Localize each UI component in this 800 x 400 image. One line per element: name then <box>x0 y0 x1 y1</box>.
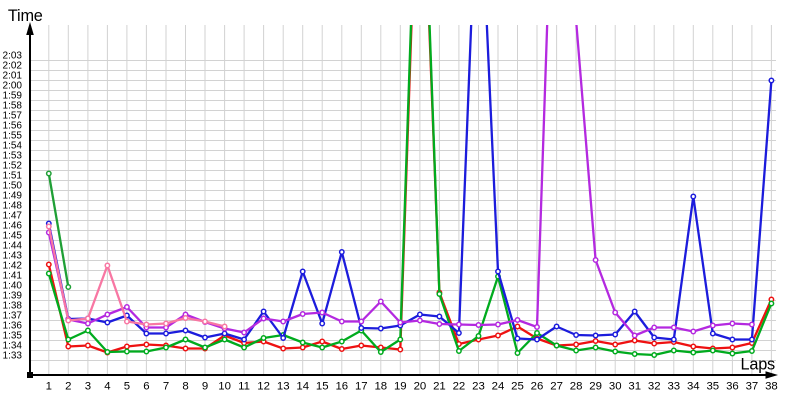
svg-text:7: 7 <box>163 381 169 393</box>
svg-text:5: 5 <box>124 381 130 393</box>
svg-text:11: 11 <box>238 381 250 393</box>
svg-text:Time: Time <box>8 7 43 25</box>
svg-text:13: 13 <box>277 381 290 393</box>
svg-text:6: 6 <box>143 381 149 393</box>
svg-text:24: 24 <box>492 381 505 393</box>
svg-text:20: 20 <box>414 381 427 393</box>
svg-text:8: 8 <box>182 381 188 393</box>
svg-text:1:58: 1:58 <box>3 100 23 111</box>
svg-text:33: 33 <box>667 381 680 393</box>
svg-text:1:43: 1:43 <box>3 250 23 261</box>
svg-text:1:59: 1:59 <box>3 90 23 101</box>
svg-text:25: 25 <box>511 381 524 393</box>
svg-text:16: 16 <box>335 381 348 393</box>
svg-text:4: 4 <box>104 381 110 393</box>
svg-text:32: 32 <box>648 381 661 393</box>
svg-text:28: 28 <box>570 381 583 393</box>
svg-text:17: 17 <box>355 381 368 393</box>
svg-text:18: 18 <box>374 381 387 393</box>
svg-text:2:02: 2:02 <box>3 60 23 71</box>
svg-text:1:48: 1:48 <box>3 200 23 211</box>
svg-text:1:52: 1:52 <box>3 160 23 171</box>
svg-text:1: 1 <box>46 381 52 393</box>
svg-text:1:35: 1:35 <box>3 330 23 341</box>
svg-text:1:49: 1:49 <box>3 190 23 201</box>
svg-text:1:37: 1:37 <box>3 310 23 321</box>
svg-text:1:56: 1:56 <box>3 120 23 131</box>
svg-text:1:36: 1:36 <box>3 320 23 331</box>
svg-text:1:45: 1:45 <box>3 230 23 241</box>
svg-text:1:50: 1:50 <box>3 180 23 191</box>
svg-text:27: 27 <box>550 381 563 393</box>
svg-text:31: 31 <box>628 381 641 393</box>
svg-text:1:40: 1:40 <box>3 280 23 291</box>
svg-text:1:39: 1:39 <box>3 290 23 301</box>
svg-text:12: 12 <box>257 381 270 393</box>
svg-text:35: 35 <box>706 381 719 393</box>
svg-text:1:42: 1:42 <box>3 260 23 271</box>
svg-text:1:55: 1:55 <box>3 130 23 141</box>
svg-text:1:54: 1:54 <box>3 140 23 151</box>
svg-text:3: 3 <box>85 381 91 393</box>
svg-text:14: 14 <box>296 381 309 393</box>
svg-text:10: 10 <box>218 381 231 393</box>
svg-text:9: 9 <box>202 381 208 393</box>
svg-text:1:47: 1:47 <box>3 210 23 221</box>
svg-text:1:44: 1:44 <box>3 240 23 251</box>
svg-text:34: 34 <box>687 381 700 393</box>
svg-text:2:01: 2:01 <box>3 70 23 81</box>
svg-text:37: 37 <box>746 381 759 393</box>
svg-text:2:00: 2:00 <box>3 80 23 91</box>
svg-text:Laps: Laps <box>740 356 775 374</box>
svg-text:15: 15 <box>316 381 329 393</box>
svg-text:26: 26 <box>531 381 544 393</box>
svg-text:1:51: 1:51 <box>3 170 23 181</box>
svg-text:36: 36 <box>726 381 739 393</box>
svg-text:1:41: 1:41 <box>3 270 23 281</box>
svg-text:1:46: 1:46 <box>3 220 23 231</box>
svg-text:1:34: 1:34 <box>3 340 23 351</box>
svg-text:1:33: 1:33 <box>3 350 23 361</box>
svg-text:38: 38 <box>765 381 778 393</box>
svg-text:19: 19 <box>394 381 407 393</box>
svg-text:1:53: 1:53 <box>3 150 23 161</box>
svg-text:30: 30 <box>609 381 622 393</box>
svg-text:1:38: 1:38 <box>3 300 23 311</box>
svg-text:21: 21 <box>433 381 446 393</box>
svg-text:23: 23 <box>472 381 485 393</box>
svg-text:2:03: 2:03 <box>3 50 23 61</box>
svg-text:29: 29 <box>589 381 602 393</box>
svg-text:1:57: 1:57 <box>3 110 23 121</box>
svg-text:22: 22 <box>453 381 466 393</box>
svg-text:2: 2 <box>65 381 71 393</box>
